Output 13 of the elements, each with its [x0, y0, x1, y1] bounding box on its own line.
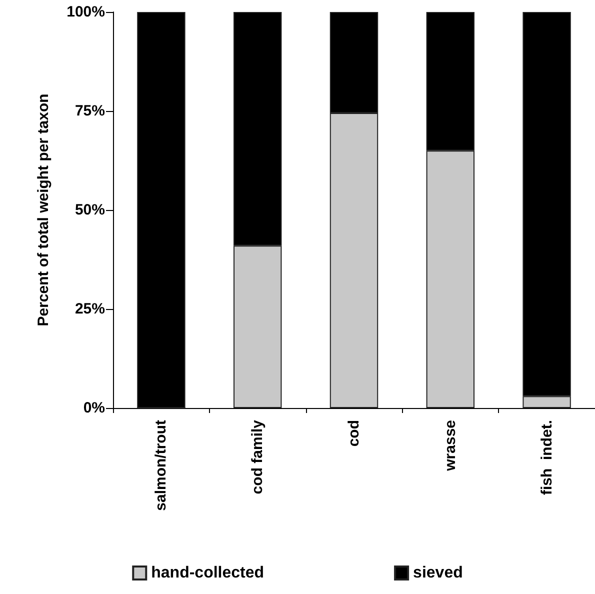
x-tick-label: cod family — [249, 419, 266, 494]
x-tick-label: fish indet. — [538, 420, 556, 495]
x-tick-label: cod — [346, 420, 362, 447]
x-tick-label: wrasse — [442, 420, 459, 472]
y-tick-label: 25% — [74, 300, 105, 318]
x-tick-label: salmon/trout — [152, 420, 170, 511]
y-tick-label: 100% — [66, 4, 105, 20]
legend-label: sieved — [413, 564, 463, 582]
y-tick-label: 75% — [74, 102, 105, 120]
y-axis-title: Percent of total weight per taxon — [35, 94, 52, 326]
y-tick-label: 0% — [83, 400, 105, 416]
legend-label: hand-collected — [151, 564, 264, 582]
y-tick-label: 50% — [74, 202, 105, 218]
